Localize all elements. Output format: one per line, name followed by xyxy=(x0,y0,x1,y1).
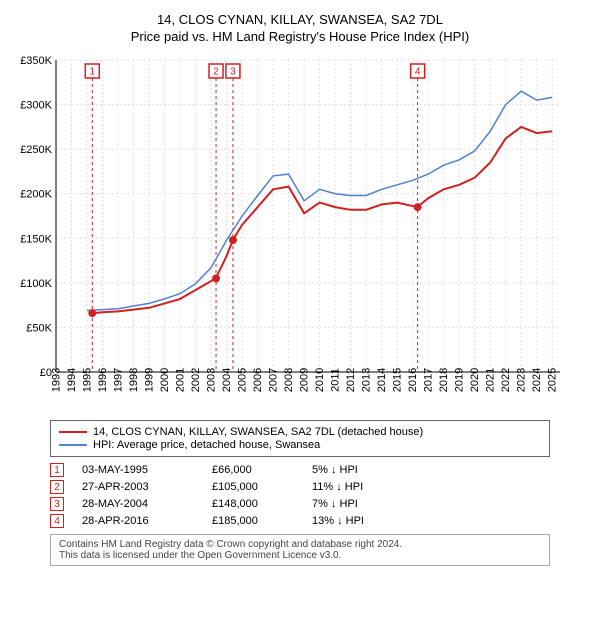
svg-text:2009: 2009 xyxy=(298,368,310,392)
svg-text:1995: 1995 xyxy=(81,368,93,392)
event-row: 1 03-MAY-1995£66,0005% ↓ HPI xyxy=(50,463,550,477)
svg-text:2019: 2019 xyxy=(454,368,466,392)
page-title: 14, CLOS CYNAN, KILLAY, SWANSEA, SA2 7DL xyxy=(10,12,590,27)
event-marker: 4 xyxy=(50,514,64,528)
legend-swatch xyxy=(59,431,87,433)
chart-svg: £0£50K£100K£150K£200K£250K£300K£350K1993… xyxy=(10,52,570,412)
event-row: 3 28-MAY-2004£148,0007% ↓ HPI xyxy=(50,497,550,511)
svg-text:2: 2 xyxy=(213,67,219,78)
footer-attribution: Contains HM Land Registry data © Crown c… xyxy=(50,534,550,566)
event-price: £105,000 xyxy=(212,481,312,493)
event-marker: 3 xyxy=(50,497,64,511)
svg-text:2003: 2003 xyxy=(205,368,217,392)
footer-line1: Contains HM Land Registry data © Crown c… xyxy=(59,539,541,550)
event-date: 03-MAY-1995 xyxy=(82,464,212,476)
svg-text:1996: 1996 xyxy=(97,368,109,392)
svg-text:2012: 2012 xyxy=(345,368,357,392)
svg-text:2025: 2025 xyxy=(547,368,559,392)
event-hpi-delta: 5% ↓ HPI xyxy=(312,464,402,476)
svg-text:£250K: £250K xyxy=(20,144,52,156)
legend-swatch xyxy=(59,444,87,446)
svg-text:4: 4 xyxy=(415,67,421,78)
svg-text:£150K: £150K xyxy=(20,233,52,245)
event-date: 28-APR-2016 xyxy=(82,515,212,527)
event-row: 2 27-APR-2003£105,00011% ↓ HPI xyxy=(50,480,550,494)
svg-text:2004: 2004 xyxy=(221,368,233,392)
svg-text:2002: 2002 xyxy=(190,368,202,392)
event-marker: 1 xyxy=(50,463,64,477)
event-hpi-delta: 7% ↓ HPI xyxy=(312,498,402,510)
svg-text:£50K: £50K xyxy=(26,322,52,334)
svg-text:2024: 2024 xyxy=(531,368,543,392)
svg-text:2017: 2017 xyxy=(422,368,434,392)
event-price: £185,000 xyxy=(212,515,312,527)
svg-text:2015: 2015 xyxy=(391,368,403,392)
event-hpi-delta: 13% ↓ HPI xyxy=(312,515,402,527)
svg-text:2022: 2022 xyxy=(500,368,512,392)
svg-text:1998: 1998 xyxy=(128,368,140,392)
legend-item: 14, CLOS CYNAN, KILLAY, SWANSEA, SA2 7DL… xyxy=(59,426,541,438)
svg-text:2013: 2013 xyxy=(360,368,372,392)
legend-box: 14, CLOS CYNAN, KILLAY, SWANSEA, SA2 7DL… xyxy=(50,420,550,457)
svg-text:2023: 2023 xyxy=(516,368,528,392)
events-table: 103-MAY-1995£66,0005% ↓ HPI227-APR-2003£… xyxy=(50,463,550,528)
legend-item: HPI: Average price, detached house, Swan… xyxy=(59,439,541,451)
event-price: £148,000 xyxy=(212,498,312,510)
legend-label: 14, CLOS CYNAN, KILLAY, SWANSEA, SA2 7DL… xyxy=(93,426,423,438)
footer-line2: This data is licensed under the Open Gov… xyxy=(59,550,541,561)
svg-text:1999: 1999 xyxy=(143,368,155,392)
svg-text:2010: 2010 xyxy=(314,368,326,392)
svg-text:2008: 2008 xyxy=(283,368,295,392)
svg-text:2021: 2021 xyxy=(485,368,497,392)
svg-text:3: 3 xyxy=(230,67,236,78)
svg-text:2007: 2007 xyxy=(267,368,279,392)
svg-text:2018: 2018 xyxy=(438,368,450,392)
price-chart: £0£50K£100K£150K£200K£250K£300K£350K1993… xyxy=(10,52,590,412)
svg-text:2006: 2006 xyxy=(252,368,264,392)
svg-text:2016: 2016 xyxy=(407,368,419,392)
event-price: £66,000 xyxy=(212,464,312,476)
page-subtitle: Price paid vs. HM Land Registry's House … xyxy=(10,29,590,44)
svg-text:2014: 2014 xyxy=(376,368,388,392)
svg-text:£100K: £100K xyxy=(20,278,52,290)
svg-text:1: 1 xyxy=(90,67,96,78)
svg-text:£200K: £200K xyxy=(20,189,52,201)
svg-text:2005: 2005 xyxy=(236,368,248,392)
legend-label: HPI: Average price, detached house, Swan… xyxy=(93,439,320,451)
svg-text:1997: 1997 xyxy=(112,368,124,392)
svg-text:1994: 1994 xyxy=(66,368,78,392)
svg-text:2000: 2000 xyxy=(159,368,171,392)
svg-text:2020: 2020 xyxy=(469,368,481,392)
svg-text:£350K: £350K xyxy=(20,55,52,67)
event-row: 4 28-APR-2016£185,00013% ↓ HPI xyxy=(50,514,550,528)
event-date: 28-MAY-2004 xyxy=(82,498,212,510)
event-marker: 2 xyxy=(50,480,64,494)
event-date: 27-APR-2003 xyxy=(82,481,212,493)
svg-text:£300K: £300K xyxy=(20,100,52,112)
svg-text:2001: 2001 xyxy=(174,368,186,392)
event-hpi-delta: 11% ↓ HPI xyxy=(312,481,402,493)
